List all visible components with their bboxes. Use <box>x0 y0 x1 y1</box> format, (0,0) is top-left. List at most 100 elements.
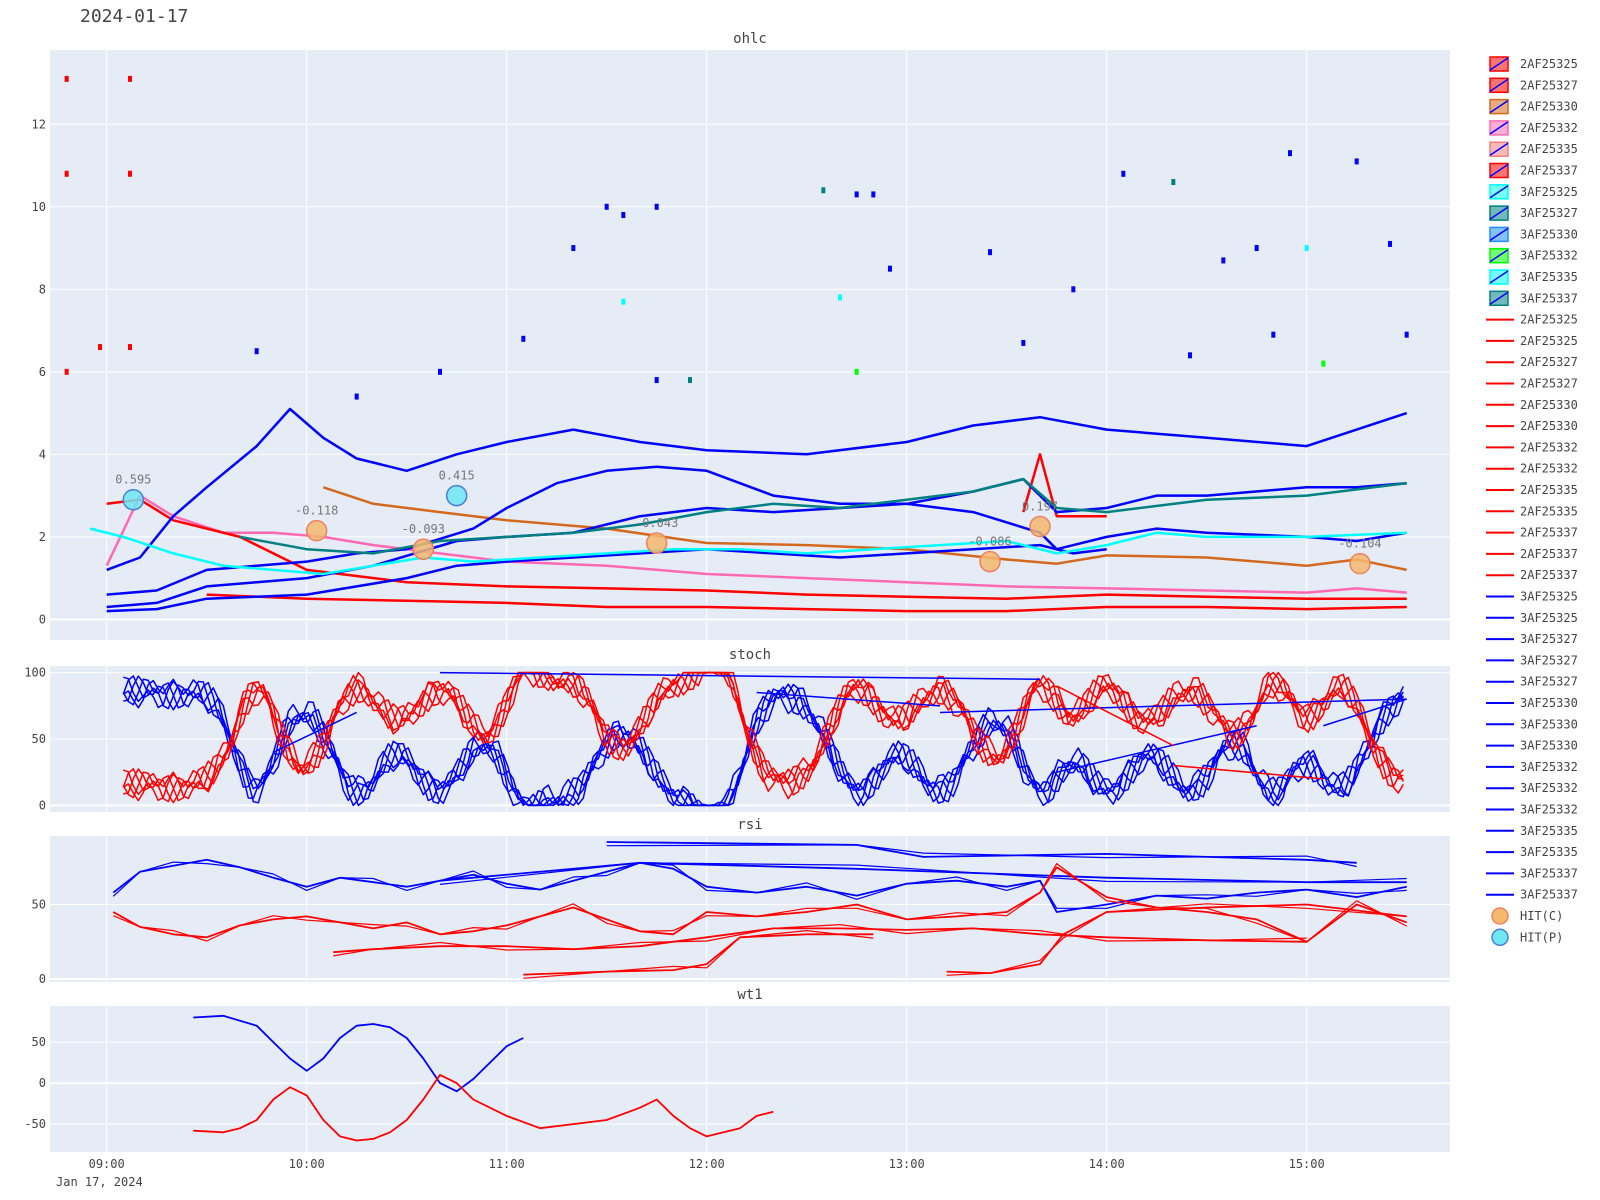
legend-ohlc-stroke <box>1489 163 1509 178</box>
ohlc-bar-mark <box>654 377 659 384</box>
hit-marker <box>305 519 328 542</box>
legend-ohlc-stroke <box>1489 291 1509 305</box>
stoch-series-line <box>122 671 1404 803</box>
x-tick-label: 14:00 <box>1089 1157 1125 1171</box>
legend-label: HIT(C) <box>1520 909 1563 923</box>
ohlc-bar-mark <box>1304 245 1309 252</box>
ohlc-bar-mark <box>688 377 692 384</box>
hit-label: -0.104 <box>1338 537 1381 551</box>
ohlc-bar-mark <box>1321 360 1326 367</box>
legend-ohlc-stroke <box>1489 142 1509 156</box>
rsi-series-line-shadow <box>606 844 1357 868</box>
legend-ohlc-stroke <box>1489 121 1509 135</box>
rsi-series-line-shadow <box>946 903 1407 976</box>
ohlc-bar-mark <box>64 75 69 82</box>
legend-label: 3AF25325 <box>1520 185 1578 199</box>
panel-title: rsi <box>737 817 762 833</box>
ohlc-bar-mark <box>1171 179 1176 186</box>
y-tick-label: 6 <box>39 365 46 379</box>
ohlc-bar-mark <box>838 294 842 301</box>
ohlc-bar-mark <box>621 212 626 219</box>
legend-label: 2AF25332 <box>1520 121 1578 135</box>
wt1-series-line <box>193 1074 774 1142</box>
legend-ohlc-stroke <box>1489 249 1509 263</box>
legend-label: 3AF25335 <box>1520 845 1578 859</box>
y-tick-label: 12 <box>32 117 46 131</box>
legend-label: 2AF25337 <box>1520 568 1578 582</box>
stoch-segment-line <box>439 671 1041 681</box>
legend-ohlc-stroke <box>1489 99 1509 114</box>
panel-stoch: stoch 0 50 100 <box>24 647 1450 812</box>
ohlc-series-line <box>89 527 1407 576</box>
ohlc-series-line <box>106 502 1407 609</box>
ohlc-bar-mark <box>821 187 826 194</box>
figure-title: 2024-01-17 <box>80 6 189 27</box>
legend-label: 3AF25337 <box>1520 866 1578 880</box>
ohlc-bar-mark <box>354 393 359 400</box>
ohlc-bar-mark <box>254 348 259 355</box>
x-tick-label: 13:00 <box>889 1157 925 1171</box>
y-tick-label: 0 <box>39 612 46 626</box>
hit-label: -0.043 <box>635 516 678 530</box>
legend-label: 3AF25325 <box>1520 590 1578 604</box>
rsi-series-line-shadow <box>113 863 1407 943</box>
ohlc-bar-mark <box>1021 339 1026 346</box>
legend-label: 3AF25327 <box>1520 675 1578 689</box>
ohlc-bar-mark <box>128 170 132 177</box>
ohlc-bar-mark <box>1188 352 1192 359</box>
legend-label: 2AF25325 <box>1520 313 1578 327</box>
y-tick-label: 100 <box>24 666 46 680</box>
ohlc-bar-mark <box>521 335 526 342</box>
ohlc-bar-mark <box>128 344 132 351</box>
ohlc-bar-mark <box>621 298 626 305</box>
ohlc-bar-mark <box>1121 170 1126 177</box>
y-tick-label: 50 <box>32 1035 46 1049</box>
hit-marker <box>445 484 468 507</box>
ohlc-series-line <box>106 465 1407 596</box>
y-tick-label: 0 <box>39 972 46 986</box>
y-tick-label: 0 <box>39 1076 46 1090</box>
legend-label: 2AF25337 <box>1520 164 1578 178</box>
legend-label: 3AF25330 <box>1520 717 1578 731</box>
legend-label: 3AF25330 <box>1520 696 1578 710</box>
y-tick-label: 50 <box>32 898 46 912</box>
hit-label: -0.093 <box>402 522 445 536</box>
legend-label: 3AF25327 <box>1520 653 1578 667</box>
panel-title: stoch <box>729 647 771 663</box>
legend-ohlc-stroke <box>1489 78 1509 92</box>
panel-title: ohlc <box>733 31 767 47</box>
y-tick-label: 4 <box>39 447 46 461</box>
ohlc-bar-mark <box>64 170 69 177</box>
x-tick-label: 12:00 <box>689 1157 725 1171</box>
x-axis-date-label: Jan 17, 2024 <box>56 1175 143 1189</box>
legend-label: 2AF25327 <box>1520 78 1578 92</box>
hit-label: 0.197 <box>1022 500 1058 514</box>
legend-label: 3AF25337 <box>1520 888 1578 902</box>
legend-label: 2AF25330 <box>1520 100 1578 114</box>
rsi-series-line-shadow <box>333 924 1307 957</box>
legend-label: 2AF25327 <box>1520 355 1578 369</box>
x-tick-label: 15:00 <box>1289 1157 1325 1171</box>
x-tick-label: 10:00 <box>289 1157 325 1171</box>
legend-label: 2AF25327 <box>1520 377 1578 391</box>
ohlc-series-line <box>322 486 1407 572</box>
y-tick-label: 50 <box>32 732 46 746</box>
hit-marker <box>1029 515 1051 538</box>
legend: 2AF25325 2AF25327 2AF25330 2AF25332 2AF25335… <box>1486 56 1578 947</box>
legend-label: 3AF25337 <box>1520 291 1578 305</box>
panel-background <box>50 50 1450 640</box>
x-tick-label: 09:00 <box>89 1157 125 1171</box>
legend-label: 2AF25335 <box>1520 504 1578 518</box>
rsi-series-line-shadow <box>439 862 1407 885</box>
hit-label: 0.595 <box>115 473 151 487</box>
ohlc-bar-mark <box>571 245 576 252</box>
ohlc-bar-mark <box>1288 150 1292 157</box>
legend-label: 3AF25327 <box>1520 206 1578 220</box>
stoch-segment-line <box>273 711 357 753</box>
legend-label: 2AF25335 <box>1520 142 1578 156</box>
legend-label: 2AF25332 <box>1520 440 1578 454</box>
ohlc-bar-mark <box>98 344 102 351</box>
stoch-segment-line <box>1323 698 1407 727</box>
legend-label: 2AF25337 <box>1520 547 1578 561</box>
